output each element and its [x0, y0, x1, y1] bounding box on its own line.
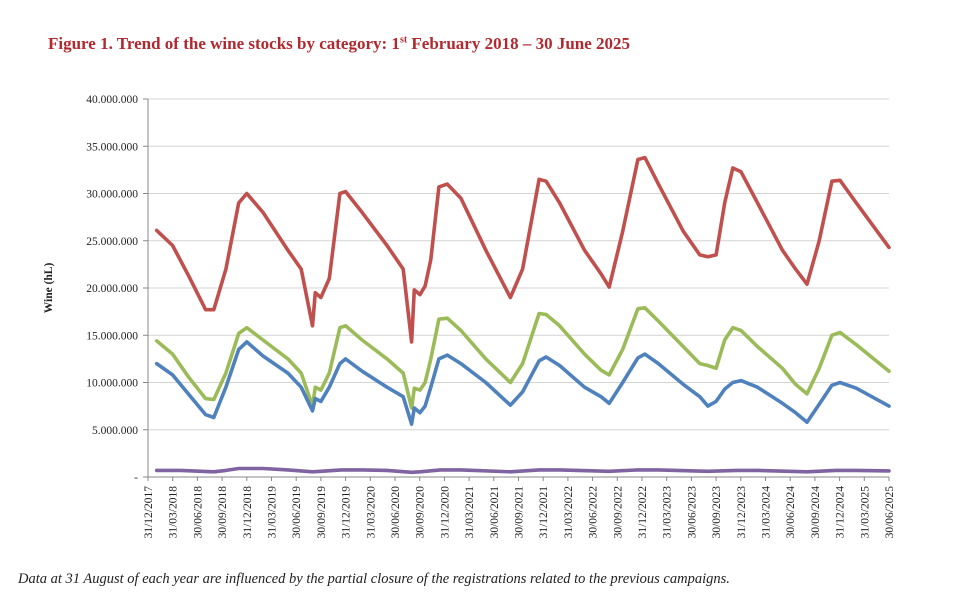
xtick-label-2: 30/06/2018 [192, 486, 204, 539]
xtick-label-19: 30/09/2022 [612, 486, 624, 539]
series-lines [154, 155, 891, 475]
xtick-label-10: 30/06/2020 [390, 486, 402, 539]
chart-title: Figure 1. Trend of the wine stocks by ca… [48, 34, 630, 54]
xtick-label-28: 31/12/2024 [835, 486, 847, 539]
xtick-label-7: 30/09/2019 [316, 486, 328, 539]
xtick-label-17: 31/03/2022 [563, 486, 575, 539]
ytick-label-1: 5.000.000 [92, 425, 138, 437]
xtick-label-25: 31/03/2024 [761, 486, 773, 539]
xtick-label-1: 31/03/2018 [168, 486, 180, 539]
y-axis-title: Wine (hL) [43, 263, 55, 314]
xtick-label-21: 31/03/2023 [662, 486, 674, 539]
xtick-label-29: 31/03/2025 [859, 486, 871, 539]
xtick-label-9: 31/03/2020 [365, 486, 377, 539]
xtick-label-0: 31/12/2017 [143, 486, 155, 539]
xtick-label-30: 30/06/2025 [884, 486, 896, 539]
ytick-label-4: 20.000.000 [86, 283, 138, 295]
xtick-label-27: 30/09/2024 [810, 486, 822, 539]
series-line-1 [154, 155, 891, 344]
xtick-label-24: 31/12/2023 [736, 486, 748, 539]
title-rest: February 2018 – 30 June 2025 [407, 34, 631, 53]
xtick-label-6: 30/06/2019 [291, 486, 303, 539]
xtick-label-18: 30/06/2022 [588, 486, 600, 539]
axes [143, 98, 890, 481]
xtick-label-23: 30/09/2023 [711, 486, 723, 539]
xtick-label-14: 30/06/2021 [489, 486, 501, 539]
xtick-label-26: 30/06/2024 [785, 486, 797, 539]
xtick-label-3: 30/09/2018 [217, 486, 229, 539]
ytick-label-7: 35.000.000 [86, 141, 138, 153]
title-main: Figure 1. Trend of the wine stocks by ca… [48, 34, 400, 53]
xtick-label-13: 31/03/2021 [464, 486, 476, 539]
footnote: Data at 31 August of each year are influ… [18, 571, 730, 587]
xtick-label-8: 31/12/2019 [341, 486, 353, 539]
xtick-label-15: 30/09/2021 [514, 486, 526, 539]
ytick-label-2: 10.000.000 [86, 378, 138, 390]
xtick-label-22: 30/06/2023 [686, 486, 698, 539]
series-line-2 [154, 305, 891, 410]
xtick-label-12: 31/12/2020 [439, 486, 451, 539]
ytick-label-0: - [134, 472, 138, 484]
xtick-label-16: 31/12/2021 [538, 486, 550, 539]
series-line-4 [154, 466, 891, 475]
xtick-label-20: 31/12/2022 [637, 486, 649, 539]
xtick-label-5: 31/03/2019 [267, 486, 279, 539]
xtick-label-11: 30/09/2020 [415, 486, 427, 539]
ytick-label-5: 25.000.000 [86, 236, 138, 248]
series-line-3 [154, 340, 891, 426]
xtick-label-4: 31/12/2018 [242, 486, 254, 539]
gridlines [148, 98, 889, 431]
ytick-label-3: 15.000.000 [86, 330, 138, 342]
ytick-label-6: 30.000.000 [86, 189, 138, 201]
tick-labels: - 5.000.000 10.000.000 15.000.000 20.000.000… [43, 94, 896, 538]
line-chart: - 5.000.000 10.000.000 15.000.000 20.000.000… [43, 94, 896, 538]
ytick-label-8: 40.000.000 [86, 94, 138, 106]
title-superscript: st [399, 34, 408, 46]
